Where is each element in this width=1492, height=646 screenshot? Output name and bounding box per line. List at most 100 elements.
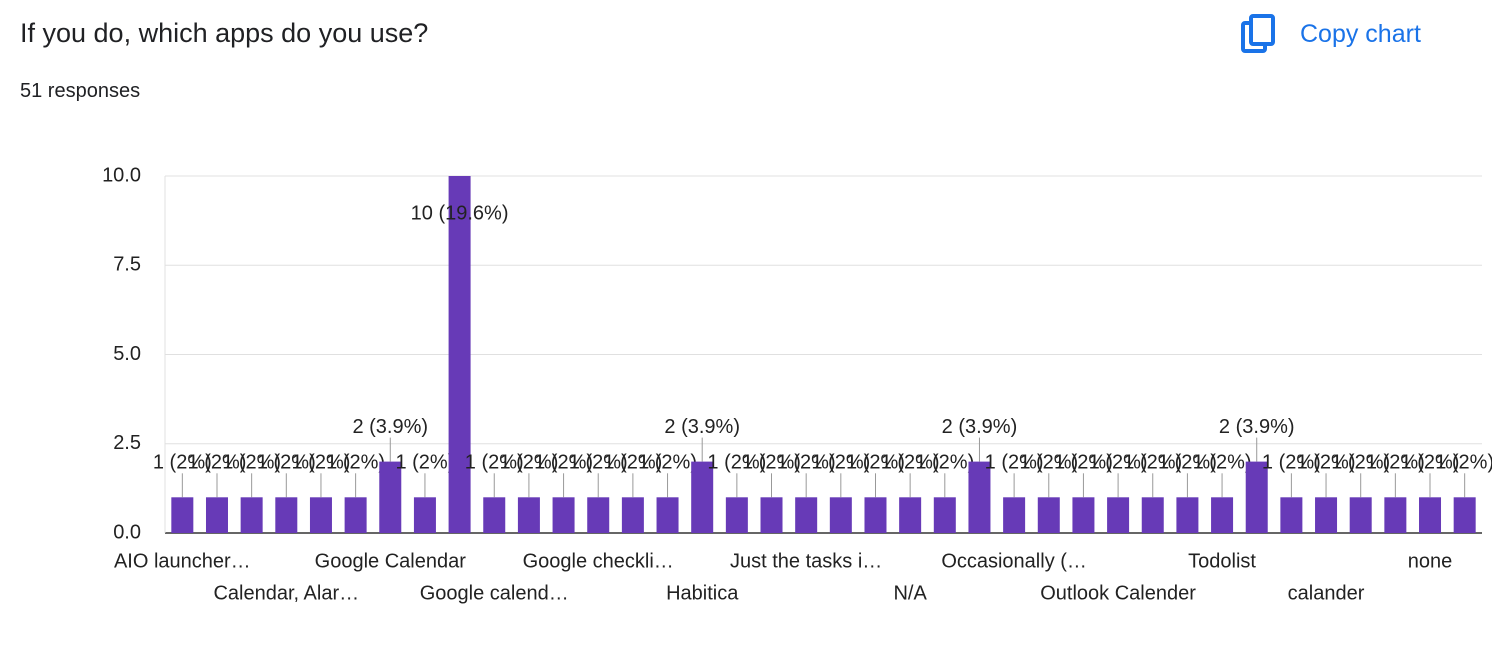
bar [1419,497,1442,533]
bar [933,497,956,533]
data-label: 1 (2%) [499,452,558,474]
bar [483,497,506,533]
bar [656,497,679,533]
bar [899,497,922,533]
data-label: 1 (2%) [569,452,628,474]
copy-chart-label: Copy chart [1300,19,1421,48]
response-count: 51 responses [20,80,141,102]
bar [1280,497,1303,533]
data-label: 1 (2%) [1331,452,1390,474]
x-tick-label: none [1408,550,1453,572]
y-tick-label: 2.5 [113,432,141,454]
data-label: 1 (2%) [1297,452,1356,474]
bar [795,497,818,533]
x-tick-label: Occasionally (… [941,550,1087,572]
data-label: 1 (2%) [1435,452,1492,474]
copy-icon [1241,14,1275,53]
bar [275,497,298,533]
bar [1315,497,1338,533]
bar [1003,497,1026,533]
question-title: If you do, which apps do you use? [20,18,429,48]
bar [1072,497,1095,533]
data-label: 1 (2%) [846,452,905,474]
data-label: 1 (2%) [257,452,316,474]
x-tick-label: calander [1288,582,1365,604]
data-label: 1 (2%) [881,452,940,474]
data-label: 1 (2%) [707,452,766,474]
bar [517,497,540,533]
bar [552,497,575,533]
copy-chart-button[interactable]: Copy chart [1240,12,1421,56]
bar [171,497,194,533]
bar [1453,497,1476,533]
bar [1107,497,1130,533]
x-tick-label: Outlook Calender [1040,582,1196,604]
y-tick-label: 5.0 [113,343,141,365]
data-label: 1 (2%) [326,452,385,474]
data-label: 1 (2%) [1089,452,1148,474]
data-label: 1 (2%) [465,452,524,474]
data-label: 1 (2%) [222,452,281,474]
data-label: 1 (2%) [188,452,247,474]
bar [691,461,714,533]
bar [587,497,610,533]
data-label: 2 (3.9%) [942,416,1018,438]
bar [1245,461,1268,533]
bar [968,461,991,533]
data-label: 1 (2%) [1193,452,1252,474]
bar [309,497,332,533]
bar [621,497,644,533]
x-tick-label: Calendar, Alar… [213,582,359,604]
bar [1211,497,1234,533]
bar [240,497,263,533]
data-label: 1 (2%) [1158,452,1217,474]
bar [413,497,436,533]
data-label: 1 (2%) [395,452,454,474]
bar [725,497,748,533]
x-tick-label: Google checkli… [523,550,674,572]
data-label: 1 (2%) [1366,452,1425,474]
data-label: 1 (2%) [534,452,593,474]
bar [1141,497,1164,533]
bar [1349,497,1372,533]
data-label: 1 (2%) [292,452,351,474]
bar [760,497,783,533]
bar [448,176,471,533]
data-label: 10 (19.6%) [411,202,509,224]
data-label: 1 (2%) [1401,452,1460,474]
x-tick-label: Just the tasks i… [730,550,882,572]
data-label: 2 (3.9%) [664,416,740,438]
bar [344,497,367,533]
x-tick-label: Google Calendar [315,550,467,572]
y-tick-label: 7.5 [113,254,141,276]
data-label: 1 (2%) [742,452,801,474]
data-label: 2 (3.9%) [352,416,428,438]
data-label: 1 (2%) [811,452,870,474]
bar [1176,497,1199,533]
data-label: 1 (2%) [1054,452,1113,474]
data-label: 1 (2%) [777,452,836,474]
data-label: 1 (2%) [153,452,212,474]
data-label: 1 (2%) [985,452,1044,474]
data-label: 1 (2%) [603,452,662,474]
data-label: 1 (2%) [1123,452,1182,474]
x-tick-label: Todolist [1188,550,1256,572]
y-tick-label: 0.0 [113,521,141,543]
x-tick-label: Google calend… [420,582,569,604]
bar [1384,497,1407,533]
x-tick-label: Habitica [666,582,739,604]
data-label: 1 (2%) [1019,452,1078,474]
data-label: 1 (2%) [638,452,697,474]
bar [829,497,852,533]
data-label: 2 (3.9%) [1219,416,1295,438]
bar [205,497,228,533]
y-tick-label: 10.0 [102,164,141,186]
x-tick-label: AIO launcher… [114,550,251,572]
data-label: 1 (2%) [915,452,974,474]
bar [379,461,402,533]
bar [864,497,887,533]
x-tick-label: N/A [893,582,927,604]
bar [1037,497,1060,533]
